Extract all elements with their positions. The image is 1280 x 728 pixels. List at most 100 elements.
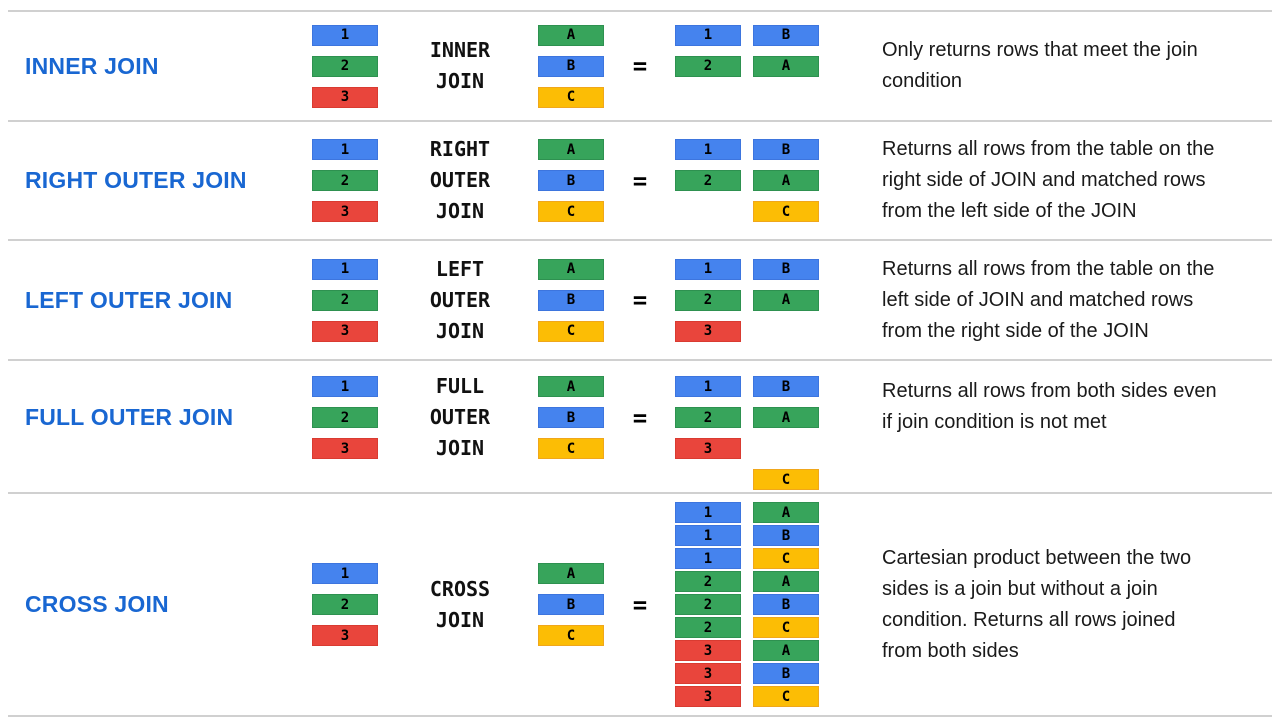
- table-cell-3: 3: [312, 625, 378, 646]
- table-cell-A: A: [753, 407, 819, 428]
- join-type-line: JOIN: [435, 436, 485, 460]
- description-line: Only returns rows that meet the join: [882, 39, 1198, 61]
- table-cell-1: 1: [675, 24, 741, 46]
- left-source-table: 1 2 3: [312, 258, 378, 342]
- description-line: Returns all rows from the table on the: [882, 138, 1215, 160]
- table-cell-A: A: [538, 258, 604, 280]
- left-table-cell: 1 2 3: [300, 563, 390, 646]
- table-cell-2: 2: [675, 594, 741, 615]
- join-row-full-outer-join: FULL OUTER JOIN 1 2 3 FULL OUTER JOIN A B C = 1 B 2 A 3…: [0, 361, 1280, 492]
- table-cell-C: C: [753, 469, 819, 490]
- join-type-cell: INNER JOIN: [390, 25, 530, 108]
- table-cell-A: A: [753, 55, 819, 77]
- table-cell-2: 2: [312, 170, 378, 191]
- row-divider: [8, 492, 1272, 494]
- equals-cell: =: [612, 259, 668, 342]
- description-line: Returns all rows from both sides even: [882, 380, 1217, 402]
- join-type-line: CROSS: [429, 576, 491, 601]
- description-cell: Returns all rows from the table on the ri…: [826, 134, 1280, 227]
- table-cell-2: 2: [675, 170, 741, 191]
- join-type-label: RIGHT OUTER JOIN: [430, 134, 490, 227]
- table-cell-2: 2: [312, 407, 378, 428]
- row-label: RIGHT OUTER JOIN: [25, 167, 247, 193]
- table-cell-A: A: [753, 289, 819, 311]
- table-cell-2: 2: [675, 55, 741, 77]
- left-source-table: 1 2 3: [312, 139, 378, 222]
- description-line: condition: [882, 70, 963, 92]
- table-cell-B: B: [753, 258, 819, 280]
- table-cell-2: 2: [312, 289, 378, 311]
- row-label: LEFT OUTER JOIN: [25, 286, 233, 313]
- join-type-label: LEFT OUTER JOIN: [430, 254, 490, 347]
- row-description: Returns all rows from the table on the le…: [882, 254, 1214, 347]
- table-cell-B: B: [753, 139, 819, 160]
- table-cell-3: 3: [312, 320, 378, 342]
- table-cell-B: B: [538, 407, 604, 428]
- label-box: LEFT OUTER JOIN: [25, 259, 232, 342]
- description-line: from the left side of the JOIN: [882, 200, 1137, 222]
- join-type-box: CROSS JOIN: [430, 563, 490, 646]
- table-cell-2: 2: [312, 594, 378, 615]
- equals-sign: =: [632, 590, 648, 619]
- table-cell-B: B: [538, 170, 604, 191]
- description-line: right side of JOIN and matched rows: [882, 169, 1206, 191]
- equals-box: =: [633, 25, 647, 108]
- equals-box: =: [633, 259, 647, 342]
- table-cell-C: C: [538, 320, 604, 342]
- table-cell-B: B: [753, 24, 819, 46]
- table-cell-1: 1: [675, 548, 741, 569]
- table-cell-A: A: [538, 24, 604, 46]
- table-cell-C: C: [753, 201, 819, 222]
- table-cell-3: 3: [312, 201, 378, 222]
- row-label: INNER JOIN: [25, 52, 159, 79]
- table-cell-C: C: [753, 686, 819, 707]
- join-type-line: JOIN: [435, 69, 485, 93]
- row-description: Only returns rows that meet the join cond…: [882, 35, 1198, 97]
- table-cell-B: B: [753, 525, 819, 546]
- row-label: CROSS JOIN: [25, 591, 169, 617]
- table-cell-2: 2: [312, 55, 378, 77]
- table-cell-1: 1: [312, 563, 378, 584]
- equals-cell: =: [612, 563, 668, 646]
- table-cell-A: A: [753, 640, 819, 661]
- join-row-left-outer-join: LEFT OUTER JOIN 1 2 3 LEFT OUTER JOIN A B C = 1 B 2 A 3…: [0, 241, 1280, 359]
- row-divider: [8, 239, 1272, 241]
- description-line: sides is a join but without a join: [882, 577, 1158, 600]
- table-cell-3: 3: [312, 86, 378, 108]
- join-type-line: JOIN: [435, 199, 485, 223]
- table-cell-A: A: [753, 502, 819, 523]
- table-cell-1: 1: [312, 376, 378, 397]
- table-cell-2: 2: [675, 407, 741, 428]
- table-cell-1: 1: [675, 376, 741, 397]
- table-cell-A: A: [538, 563, 604, 584]
- equals-cell: =: [612, 139, 668, 222]
- join-type-cell: CROSS JOIN: [390, 563, 530, 646]
- join-type-label: INNER JOIN: [430, 35, 490, 97]
- description-line: from both sides: [882, 639, 1019, 662]
- join-type-line: LEFT: [435, 256, 485, 281]
- table-cell-2: 2: [675, 617, 741, 638]
- left-table-cell: 1 2 3: [300, 139, 390, 222]
- description-line: Cartesian product between the two: [882, 546, 1192, 569]
- join-rows-container: INNER JOIN 1 2 3 INNER JOIN A B C = 1 B 2 A Only retur…: [0, 10, 1280, 717]
- table-cell-1: 1: [675, 139, 741, 160]
- join-type-line: FULL: [435, 374, 485, 398]
- table-cell-1: 1: [312, 258, 378, 280]
- description-cell: Returns all rows from both sides even if …: [826, 376, 1280, 438]
- table-cell-B: B: [538, 289, 604, 311]
- left-source-table: 1 2 3: [312, 376, 378, 459]
- left-source-table: 1 2 3: [312, 24, 378, 108]
- join-type-label: CROSS JOIN: [430, 574, 490, 636]
- table-cell-1: 1: [312, 24, 378, 46]
- label-cell: CROSS JOIN: [0, 563, 300, 646]
- description-cell: Cartesian product between the two sides i…: [826, 543, 1280, 667]
